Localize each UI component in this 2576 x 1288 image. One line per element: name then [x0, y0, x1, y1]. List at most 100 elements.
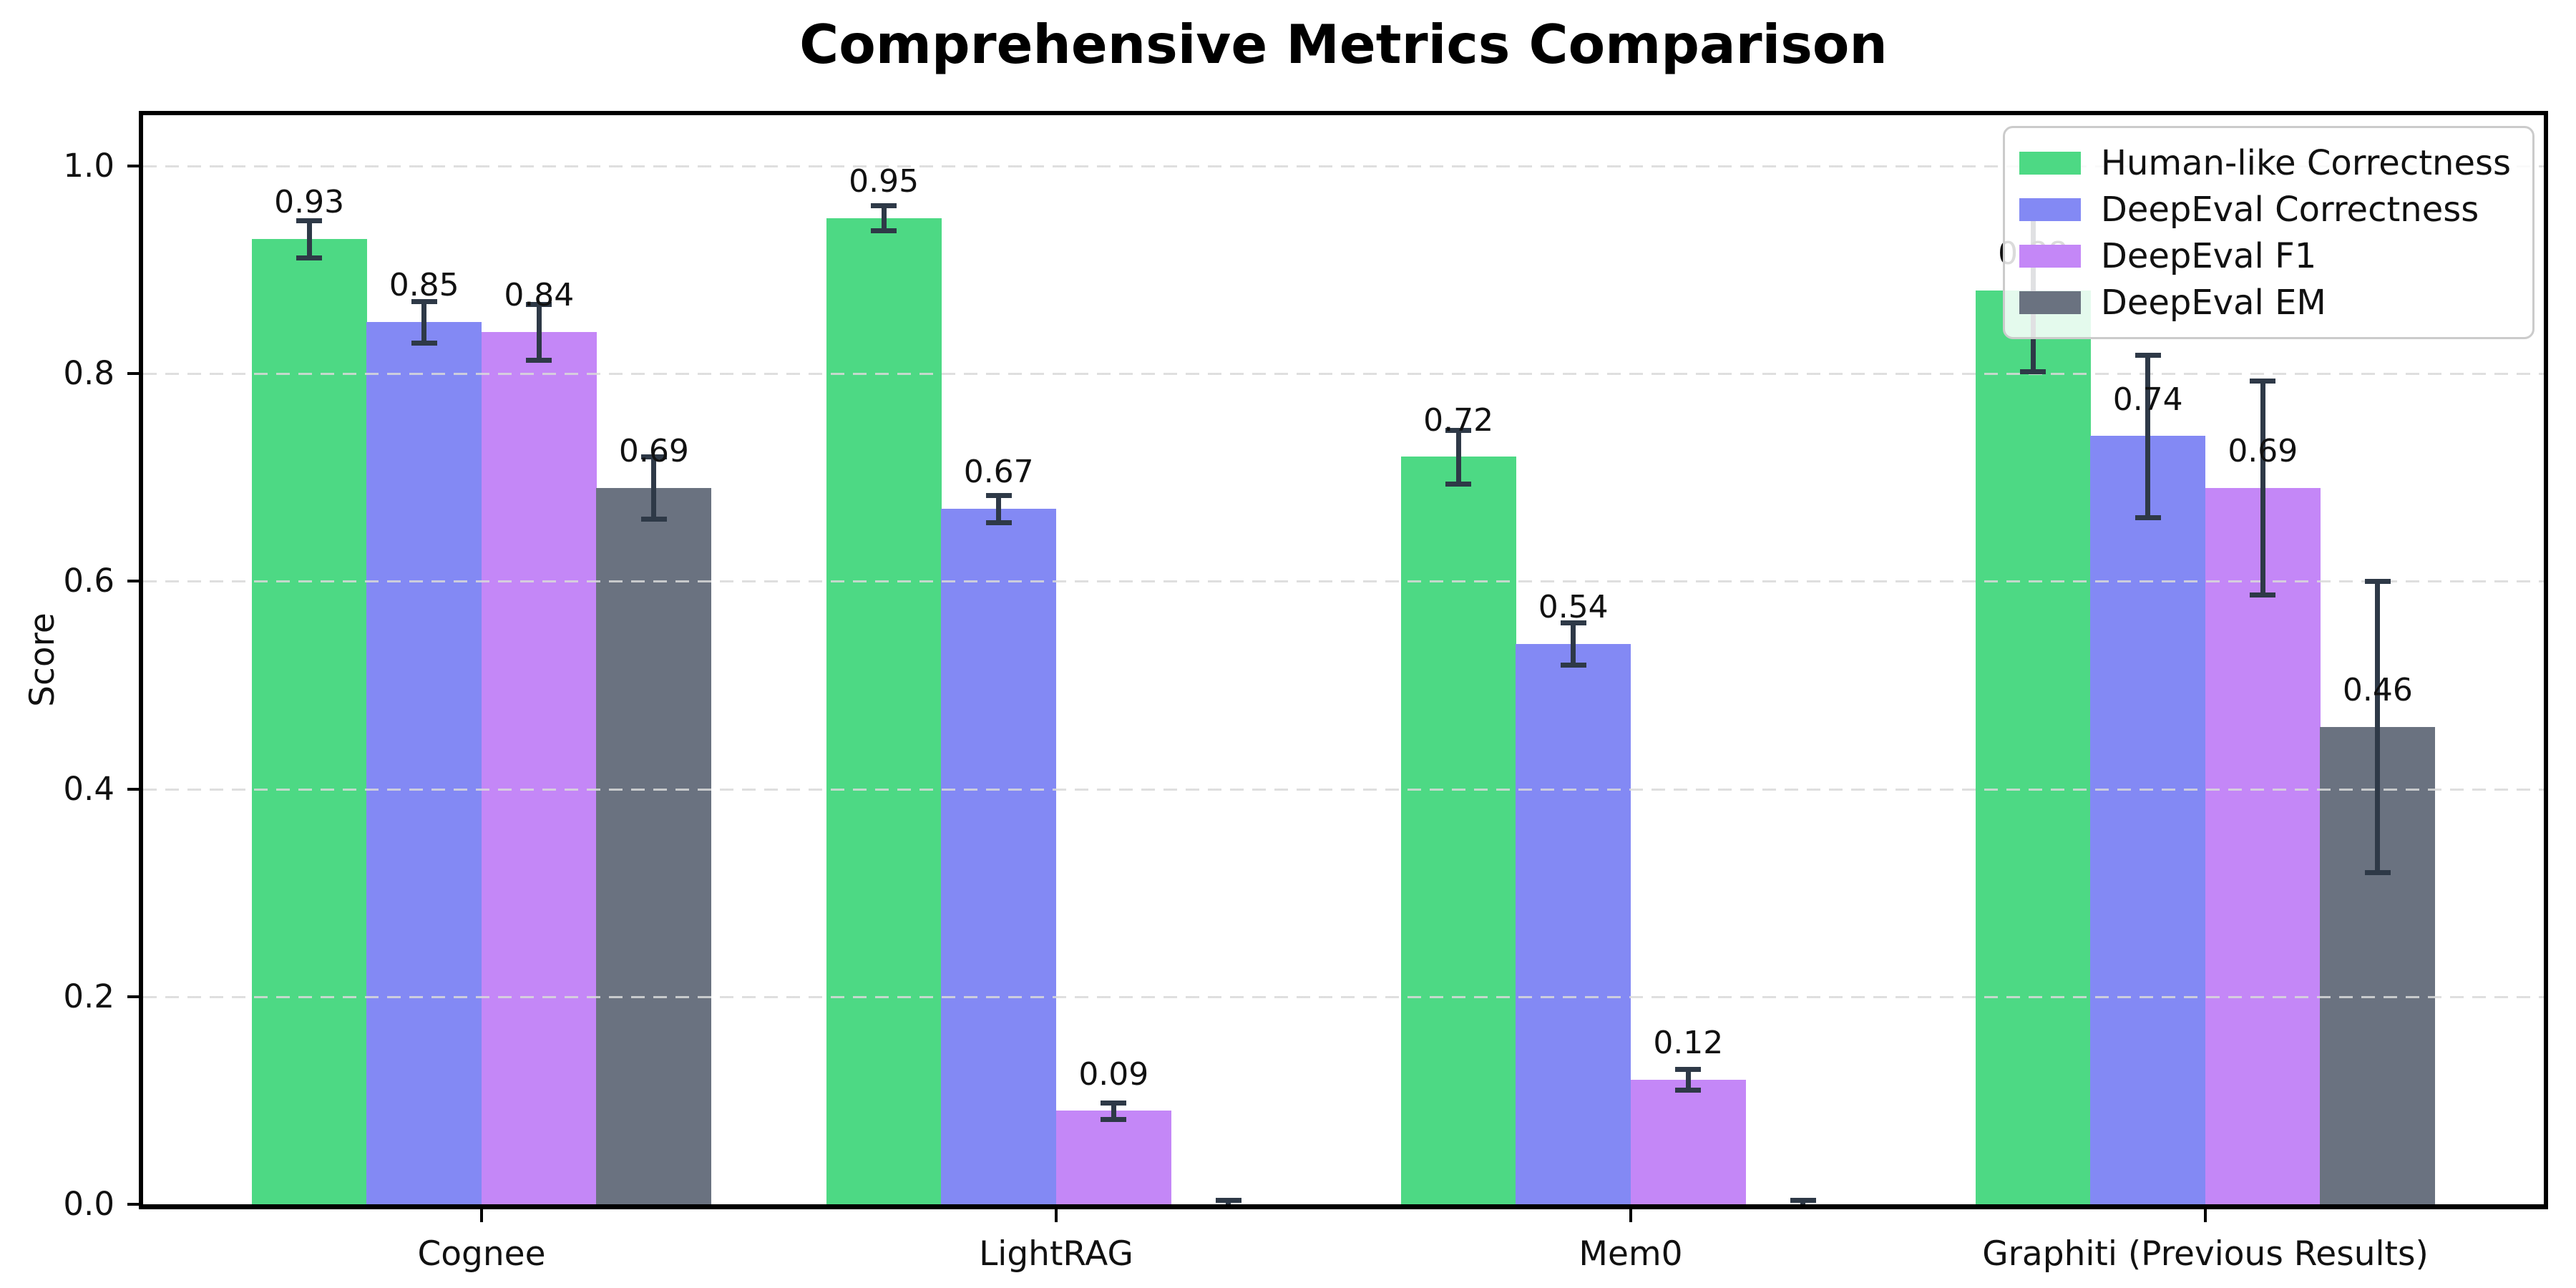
legend-item: Human-like Correctness: [2019, 140, 2511, 186]
error-bar-cap-bottom: [2364, 869, 2391, 875]
error-bar-line: [651, 457, 657, 519]
bar-deepeval-f1: [1055, 1111, 1171, 1204]
bar-human-like-correctness: [1975, 291, 2091, 1204]
legend-label: DeepEval Correctness: [2100, 189, 2479, 230]
y-tick-label: 0.0: [63, 1185, 114, 1223]
bar-human-like-correctness: [1400, 457, 1516, 1204]
y-tick-mark: [127, 995, 139, 998]
error-bar-cap-top: [1445, 427, 1472, 433]
error-bar-line: [1571, 623, 1576, 665]
error-bar-line: [2260, 381, 2265, 595]
x-axis-category-label: Cognee: [417, 1234, 546, 1274]
bar-deepeval-correctness: [941, 508, 1057, 1204]
error-bar-cap-bottom: [1560, 662, 1586, 668]
error-bar-cap-bottom: [640, 517, 667, 522]
error-bar-line: [996, 495, 1002, 522]
bar-value-label: 0.69: [618, 433, 689, 470]
error-bar-line: [306, 220, 312, 258]
bar-value-label: 0.84: [504, 277, 575, 314]
x-tick-mark: [480, 1209, 483, 1222]
error-bar-line: [1685, 1069, 1691, 1091]
y-tick-label: 1.0: [63, 147, 114, 185]
error-bar-line: [421, 301, 427, 343]
error-bar-line: [1455, 429, 1461, 484]
error-bar-cap-top: [871, 203, 897, 209]
bar-value-label: 0.09: [1078, 1055, 1149, 1093]
y-tick-mark: [127, 165, 139, 168]
y-tick-mark: [127, 372, 139, 376]
axis-spine-left: [139, 115, 143, 1209]
chart-title: Comprehensive Metrics Comparison: [799, 13, 1888, 76]
error-bar-cap-bottom: [2250, 592, 2276, 598]
axis-spine-bottom: [139, 1204, 2548, 1209]
axis-spine-top: [139, 111, 2548, 115]
legend-item: DeepEval Correctness: [2019, 186, 2511, 233]
gridline: [143, 165, 2544, 168]
bar-value-label: 0.85: [389, 266, 459, 303]
error-bar-cap-bottom: [985, 519, 1012, 525]
gridline: [143, 373, 2544, 376]
error-bar-line: [881, 205, 887, 231]
error-bar-cap-top: [1101, 1100, 1127, 1106]
y-tick-label: 0.4: [63, 769, 114, 808]
bar-human-like-correctness: [251, 238, 367, 1204]
y-tick-label: 0.8: [63, 354, 114, 393]
error-bar-line: [2145, 355, 2151, 517]
legend-swatch: [2019, 151, 2081, 175]
legend-label: DeepEval EM: [2100, 282, 2326, 323]
y-tick-mark: [127, 787, 139, 791]
gridline: [143, 995, 2544, 998]
legend-label: Human-like Correctness: [2100, 142, 2511, 183]
error-bar-cap-bottom: [871, 228, 897, 234]
bar-deepeval-correctness: [2090, 436, 2206, 1204]
bar-value-label: 0.69: [2228, 433, 2298, 470]
error-bar-cap-bottom: [2135, 514, 2161, 520]
error-bar-cap-top: [1560, 620, 1586, 626]
bar-deepeval-correctness: [366, 321, 482, 1204]
error-bar-cap-top: [411, 298, 437, 304]
bar-deepeval-f1: [2205, 487, 2321, 1204]
error-bar-cap-bottom: [1675, 1088, 1702, 1093]
bar-deepeval-correctness: [1516, 643, 1631, 1204]
error-bar-cap-top: [985, 493, 1012, 499]
bar-value-label: 0.74: [2112, 381, 2183, 418]
x-tick-mark: [1055, 1209, 1058, 1222]
error-bar-cap-top: [2250, 379, 2276, 384]
y-tick-label: 0.6: [63, 562, 114, 600]
x-tick-mark: [1629, 1209, 1632, 1222]
legend-item: DeepEval F1: [2019, 233, 2511, 279]
x-axis-category-label: Mem0: [1579, 1234, 1683, 1274]
y-tick-mark: [127, 580, 139, 583]
error-bar-cap-top: [1790, 1198, 1816, 1204]
error-bar-line: [1111, 1102, 1116, 1119]
x-axis-category-label: Graphiti (Previous Results): [1982, 1234, 2429, 1274]
error-bar-cap-bottom: [296, 255, 323, 260]
legend-item: DeepEval EM: [2019, 279, 2511, 326]
error-bar-cap-top: [2364, 579, 2391, 585]
bar-value-label: 0.93: [274, 183, 345, 220]
bar-deepeval-f1: [1630, 1079, 1746, 1204]
bar-value-label: 0.95: [849, 162, 919, 200]
bar-deepeval-em: [596, 487, 712, 1204]
error-bar-cap-bottom: [1101, 1117, 1127, 1123]
plot-area: Human-like Correctness DeepEval Correctne…: [143, 115, 2544, 1204]
error-bar-cap-top: [640, 454, 667, 460]
legend-label: DeepEval F1: [2100, 235, 2317, 276]
error-bar-cap-top: [1215, 1198, 1241, 1204]
bar-value-label: 0.46: [2342, 671, 2413, 708]
error-bar-cap-bottom: [526, 358, 552, 364]
axis-spine-right: [2544, 115, 2548, 1209]
error-bar-cap-bottom: [1445, 482, 1472, 487]
legend-swatch: [2019, 197, 2081, 221]
x-tick-mark: [2204, 1209, 2207, 1222]
y-tick-label: 0.2: [63, 977, 114, 1015]
error-bar-line: [2375, 581, 2381, 872]
error-bar-cap-top: [526, 302, 552, 308]
error-bar-cap-bottom: [2020, 369, 2046, 375]
legend-swatch: [2019, 291, 2081, 314]
legend: Human-like Correctness DeepEval Correctne…: [2002, 126, 2534, 339]
error-bar-cap-top: [1675, 1067, 1702, 1073]
bar-human-like-correctness: [826, 218, 942, 1204]
gridline: [143, 580, 2544, 583]
error-bar-line: [536, 304, 542, 361]
